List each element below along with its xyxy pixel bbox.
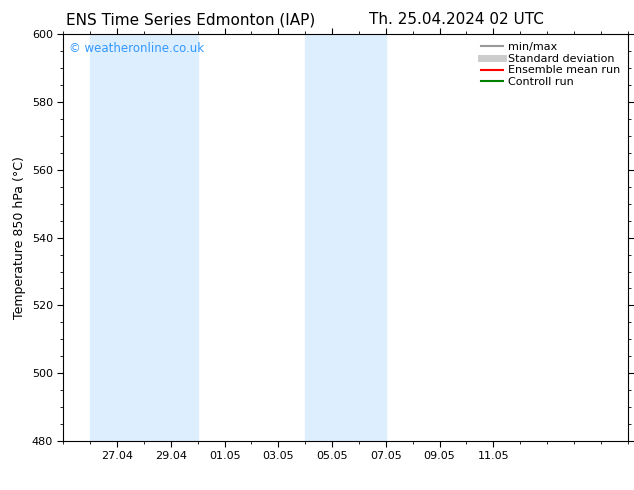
Bar bbox=[90, 34, 198, 441]
Text: ENS Time Series Edmonton (IAP): ENS Time Series Edmonton (IAP) bbox=[65, 12, 315, 27]
Bar bbox=[305, 34, 386, 441]
Legend: min/max, Standard deviation, Ensemble mean run, Controll run: min/max, Standard deviation, Ensemble me… bbox=[479, 40, 622, 89]
Text: © weatheronline.co.uk: © weatheronline.co.uk bbox=[69, 43, 204, 55]
Text: Th. 25.04.2024 02 UTC: Th. 25.04.2024 02 UTC bbox=[369, 12, 544, 27]
Y-axis label: Temperature 850 hPa (°C): Temperature 850 hPa (°C) bbox=[13, 156, 26, 319]
